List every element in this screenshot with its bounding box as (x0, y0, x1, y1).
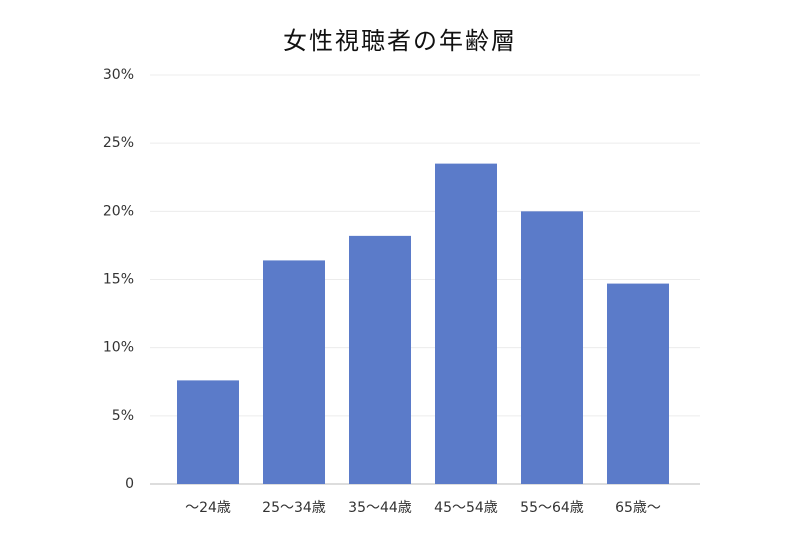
y-tick-label: 15% (103, 272, 134, 288)
x-tick-label: 35～44歳 (348, 500, 412, 516)
x-tick-label: 45～54歳 (434, 500, 498, 516)
y-tick-label: 25% (103, 135, 134, 151)
bar (177, 380, 239, 484)
y-tick-label: 0 (125, 476, 134, 492)
x-tick-label: 65歳～ (615, 500, 661, 516)
bar (607, 283, 669, 484)
chart-title: 女性視聴者の年齢層 (283, 27, 517, 55)
x-tick-label: 55～64歳 (520, 500, 584, 516)
y-tick-label: 10% (103, 340, 134, 356)
bar (263, 260, 325, 484)
y-tick-label: 5% (112, 408, 134, 424)
x-tick-label: 25～34歳 (262, 500, 326, 516)
x-tick-label: ～24歳 (185, 500, 231, 516)
bar (349, 235, 411, 484)
y-tick-label: 20% (103, 203, 134, 219)
y-tick-label: 30% (103, 67, 134, 83)
bar (521, 211, 583, 485)
bar (435, 163, 497, 484)
